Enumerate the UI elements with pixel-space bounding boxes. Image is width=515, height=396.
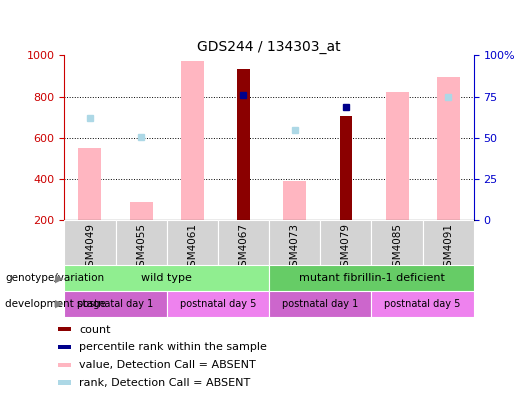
- Bar: [115, 220, 167, 265]
- Text: GSM4067: GSM4067: [238, 223, 249, 273]
- Text: GSM4061: GSM4061: [187, 223, 197, 273]
- Bar: [130, 202, 152, 220]
- Bar: [181, 61, 204, 220]
- Bar: [437, 77, 460, 220]
- Text: GSM4073: GSM4073: [289, 223, 300, 273]
- Text: count: count: [79, 325, 111, 335]
- Bar: [218, 220, 269, 265]
- Text: postnatal day 1: postnatal day 1: [282, 299, 358, 309]
- Bar: [371, 291, 474, 317]
- Text: percentile rank within the sample: percentile rank within the sample: [79, 343, 267, 352]
- Bar: [386, 92, 408, 220]
- Text: ▶: ▶: [55, 273, 64, 283]
- Bar: [320, 220, 371, 265]
- Bar: [78, 148, 101, 220]
- Text: GSM4055: GSM4055: [136, 223, 146, 273]
- Text: wild type: wild type: [141, 273, 192, 283]
- Title: GDS244 / 134303_at: GDS244 / 134303_at: [197, 40, 341, 54]
- Bar: [339, 116, 352, 220]
- Text: postnatal day 5: postnatal day 5: [180, 299, 256, 309]
- Text: value, Detection Call = ABSENT: value, Detection Call = ABSENT: [79, 360, 256, 370]
- Text: GSM4079: GSM4079: [341, 223, 351, 273]
- Bar: [237, 69, 250, 220]
- Text: mutant fibrillin-1 deficient: mutant fibrillin-1 deficient: [299, 273, 444, 283]
- Bar: [58, 381, 71, 385]
- Bar: [283, 181, 306, 220]
- Text: development stage: development stage: [5, 299, 106, 309]
- Text: rank, Detection Call = ABSENT: rank, Detection Call = ABSENT: [79, 378, 250, 388]
- Bar: [64, 291, 167, 317]
- Text: ▶: ▶: [55, 299, 64, 309]
- Bar: [167, 220, 218, 265]
- Bar: [58, 345, 71, 349]
- Bar: [58, 327, 71, 331]
- Bar: [371, 220, 423, 265]
- Text: GSM4049: GSM4049: [85, 223, 95, 273]
- Bar: [423, 220, 474, 265]
- Text: postnatal day 5: postnatal day 5: [384, 299, 461, 309]
- Bar: [58, 363, 71, 367]
- Text: GSM4091: GSM4091: [443, 223, 453, 273]
- Text: genotype/variation: genotype/variation: [5, 273, 104, 283]
- Text: GSM4085: GSM4085: [392, 223, 402, 273]
- Bar: [64, 220, 115, 265]
- Text: postnatal day 1: postnatal day 1: [77, 299, 153, 309]
- Bar: [269, 291, 371, 317]
- Bar: [64, 265, 269, 291]
- Bar: [269, 220, 320, 265]
- Bar: [167, 291, 269, 317]
- Bar: [269, 265, 474, 291]
